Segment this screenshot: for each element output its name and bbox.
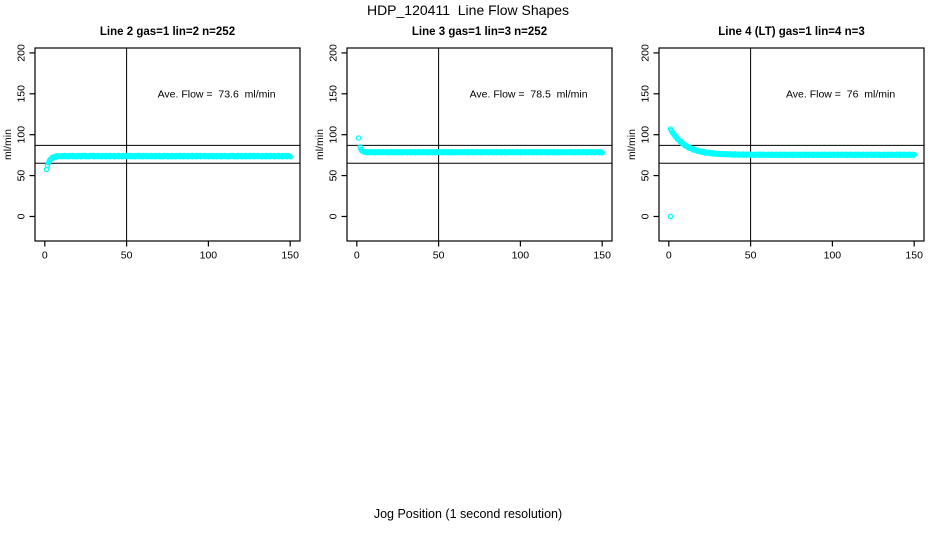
y-tick-label: 200: [328, 44, 340, 62]
x-tick-label: 50: [745, 250, 757, 262]
y-tick-label: 0: [640, 213, 652, 219]
y-tick-label: 200: [640, 44, 652, 62]
panel-chart-3: Line 4 (LT) gas=1 lin=4 n=3 0 50 100 150 0 50 1…: [626, 26, 925, 262]
y-tick-label: 150: [328, 85, 340, 103]
panels-row: Line 2 gas=1 lin=2 n=252 0 50 100 150 0 50 100 1…: [2, 26, 925, 262]
panel-title: Line 4 (LT) gas=1 lin=4 n=3: [718, 26, 864, 38]
ave-flow-annotation: Ave. Flow = 73.6 ml/min: [158, 88, 276, 100]
x-tick-label: 150: [593, 250, 611, 262]
x-tick-label: 100: [512, 250, 530, 262]
y-tick-label: 150: [640, 85, 652, 103]
y-tick-label: 100: [328, 126, 340, 144]
y-tick-label: 200: [16, 44, 28, 62]
x-tick-label: 0: [354, 250, 360, 262]
y-tick-label: 50: [640, 170, 652, 182]
data-points: [355, 135, 605, 156]
y-tick-label: 50: [16, 170, 28, 182]
data-points: [667, 126, 917, 220]
ave-flow-annotation: Ave. Flow = 78.5 ml/min: [470, 88, 588, 100]
x-axis-label: Jog Position (1 second resolution): [373, 507, 563, 521]
y-axis-unit-label: ml/min: [626, 129, 638, 160]
ave-flow-annotation: Ave. Flow = 76 ml/min: [786, 88, 895, 100]
x-tick-label: 50: [433, 250, 445, 262]
panel-chart-2: Line 3 gas=1 lin=3 n=252 0 50 100 150 0 50 100 1…: [314, 26, 613, 262]
y-axis-unit-label: ml/min: [314, 129, 326, 160]
axis-ticks: 0 50 100 150 0 50 100 150 200: [328, 44, 612, 262]
x-tick-label: 100: [824, 250, 842, 262]
y-tick-label: 100: [16, 126, 28, 144]
x-tick-label: 50: [121, 250, 133, 262]
panel-title: Line 2 gas=1 lin=2 n=252: [100, 26, 235, 38]
reference-lines: [35, 48, 300, 241]
x-tick-label: 100: [200, 250, 218, 262]
axis-ticks: 0 50 100 150 0 50 100 150 200: [640, 44, 924, 262]
x-tick-label: 0: [42, 250, 48, 262]
panel-chart-1: Line 2 gas=1 lin=2 n=252 0 50 100 150 0 50 100 1…: [2, 26, 301, 262]
data-points: [43, 152, 293, 173]
y-tick-label: 150: [16, 85, 28, 103]
reference-lines: [347, 48, 612, 241]
y-tick-label: 50: [328, 170, 340, 182]
y-tick-label: 0: [328, 213, 340, 219]
axis-ticks: 0 50 100 150 0 50 100 150 200: [16, 44, 300, 262]
y-tick-label: 100: [640, 126, 652, 144]
x-tick-label: 150: [905, 250, 923, 262]
plot-border: [346, 47, 613, 242]
figure-title: HDP_120411 Line Flow Shapes: [366, 2, 570, 18]
plot-border: [34, 47, 301, 242]
panel-title: Line 3 gas=1 lin=3 n=252: [412, 26, 547, 38]
x-tick-label: 150: [281, 250, 299, 262]
y-tick-label: 0: [16, 213, 28, 219]
reference-lines: [659, 48, 924, 241]
plot-border: [658, 47, 925, 242]
x-tick-label: 0: [666, 250, 672, 262]
y-axis-unit-label: ml/min: [2, 129, 14, 160]
